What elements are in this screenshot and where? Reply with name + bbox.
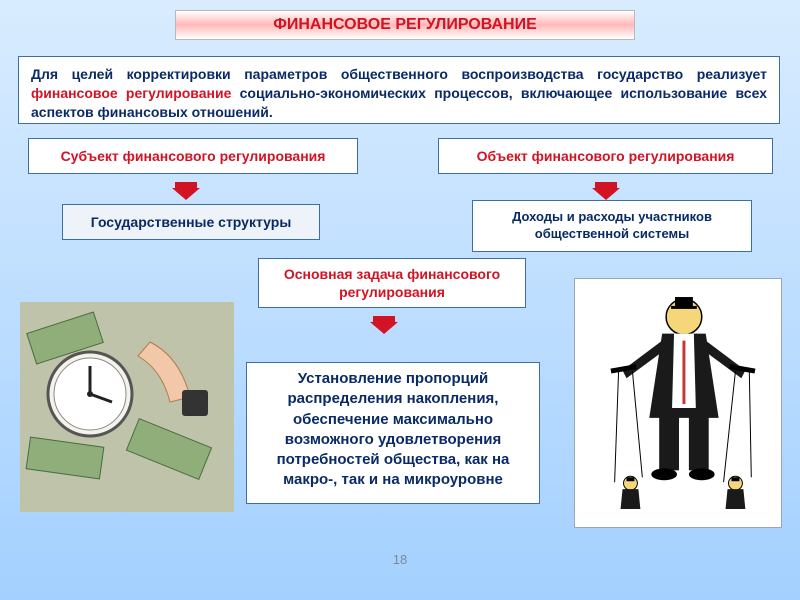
main-title-text: ФИНАНСОВОЕ РЕГУЛИРОВАНИЕ: [273, 16, 537, 34]
desc-prefix: Для целей корректировки параметров общес…: [31, 66, 597, 82]
money-clock-image: [20, 302, 234, 512]
task-text: Основная задача финансового регулировани…: [267, 265, 517, 301]
subject-box: Субъект финансового регулирования: [28, 138, 358, 174]
main-title: ФИНАНСОВОЕ РЕГУЛИРОВАНИЕ: [175, 10, 635, 40]
detail-text: Установление пропорций распределения нак…: [277, 370, 510, 488]
subject-text: Субъект финансового регулирования: [61, 147, 326, 165]
income-box: Доходы и расходы участников общественной…: [472, 200, 752, 252]
arrow-down-icon: [592, 188, 620, 200]
slide: ФИНАНСОВОЕ РЕГУЛИРОВАНИЕ Для целей корре…: [0, 0, 800, 600]
structure-text: Государственные структуры: [91, 213, 292, 231]
money-clock-icon: [20, 302, 234, 512]
desc-mid1: государство реализует: [597, 66, 767, 82]
structure-box: Государственные структуры: [62, 204, 320, 240]
arrow-down-icon: [172, 188, 200, 200]
object-text: Объект финансового регулирования: [477, 147, 735, 165]
detail-box: Установление пропорций распределения нак…: [246, 362, 540, 504]
task-box: Основная задача финансового регулировани…: [258, 258, 526, 308]
description-box: Для целей корректировки параметров общес…: [18, 56, 780, 124]
page-number: 18: [0, 552, 800, 567]
desc-highlight: финансовое регулирование: [31, 85, 231, 101]
puppeteer-icon: [575, 279, 781, 527]
puppeteer-image: [574, 278, 782, 528]
object-box: Объект финансового регулирования: [438, 138, 773, 174]
page-number-text: 18: [393, 552, 407, 567]
income-text: Доходы и расходы участников общественной…: [481, 209, 743, 243]
arrow-down-icon: [370, 322, 398, 334]
